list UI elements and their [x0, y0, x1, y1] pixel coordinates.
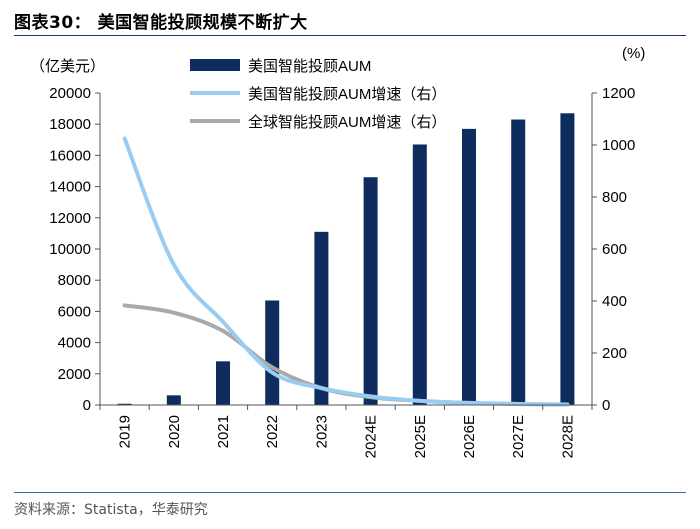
bar: [462, 128, 476, 405]
bar: [216, 361, 230, 405]
x-tick-label: 2021: [215, 415, 232, 448]
right-tick-label: 600: [602, 241, 627, 258]
right-tick-label: 400: [602, 293, 627, 310]
right-axis-unit-label: (%): [622, 45, 645, 62]
series-line: [122, 136, 570, 407]
x-tick-label: 2027E: [510, 415, 527, 458]
right-tick-label: 200: [602, 345, 627, 362]
left-tick-label: 10000: [49, 241, 91, 258]
right-tick-label: 1000: [602, 137, 635, 154]
x-tick-label: 2026E: [461, 415, 478, 458]
title-rule: [14, 35, 686, 36]
bar: [265, 300, 280, 405]
axes-layer: 0200040006000800010000120001400016000180…: [49, 85, 635, 458]
legend-label: 美国智能投顾AUM: [248, 57, 371, 75]
left-tick-label: 20000: [49, 85, 91, 102]
bar: [560, 113, 575, 405]
legend: 美国智能投顾AUM 美国智能投顾AUM增速（右） 全球智能投顾AUM增速（右）: [190, 57, 446, 131]
bar: [511, 119, 526, 406]
x-tick-label: 2022: [264, 415, 281, 448]
x-tick-label: 2024E: [363, 415, 380, 458]
lines-layer: [122, 136, 570, 407]
right-tick-label: 800: [602, 189, 627, 206]
x-tick-label: 2028E: [559, 415, 576, 458]
left-tick-label: 6000: [58, 303, 91, 320]
figure-title: 图表30： 美国智能投顾规模不断扩大: [14, 13, 308, 33]
series-line: [122, 303, 570, 407]
bar: [363, 177, 378, 405]
x-tick-label: 2025E: [412, 415, 429, 458]
left-tick-label: 8000: [58, 272, 91, 289]
left-tick-label: 16000: [49, 147, 91, 164]
figure-source: 资料来源：Statista，华泰研究: [14, 502, 208, 518]
left-tick-label: 2000: [58, 366, 91, 383]
right-tick-label: 1200: [602, 85, 635, 102]
legend-swatch: [190, 59, 240, 71]
bar: [166, 395, 181, 405]
x-tick-label: 2019: [117, 415, 134, 448]
left-axis-unit-label: （亿美元）: [30, 58, 105, 75]
left-tick-label: 14000: [49, 179, 91, 196]
left-tick-label: 12000: [49, 210, 91, 227]
x-tick-label: 2023: [313, 415, 330, 448]
left-tick-label: 0: [83, 397, 91, 414]
legend-label: 全球智能投顾AUM增速（右）: [248, 113, 446, 131]
legend-label: 美国智能投顾AUM增速（右）: [248, 85, 446, 103]
x-tick-label: 2020: [166, 415, 183, 448]
right-tick-label: 0: [602, 397, 610, 414]
bars-layer: [117, 113, 575, 406]
source-rule: [14, 492, 686, 493]
left-tick-label: 18000: [49, 116, 91, 133]
bar: [117, 403, 132, 405]
bar: [314, 231, 329, 405]
left-tick-label: 4000: [58, 335, 91, 352]
bar: [412, 144, 427, 406]
